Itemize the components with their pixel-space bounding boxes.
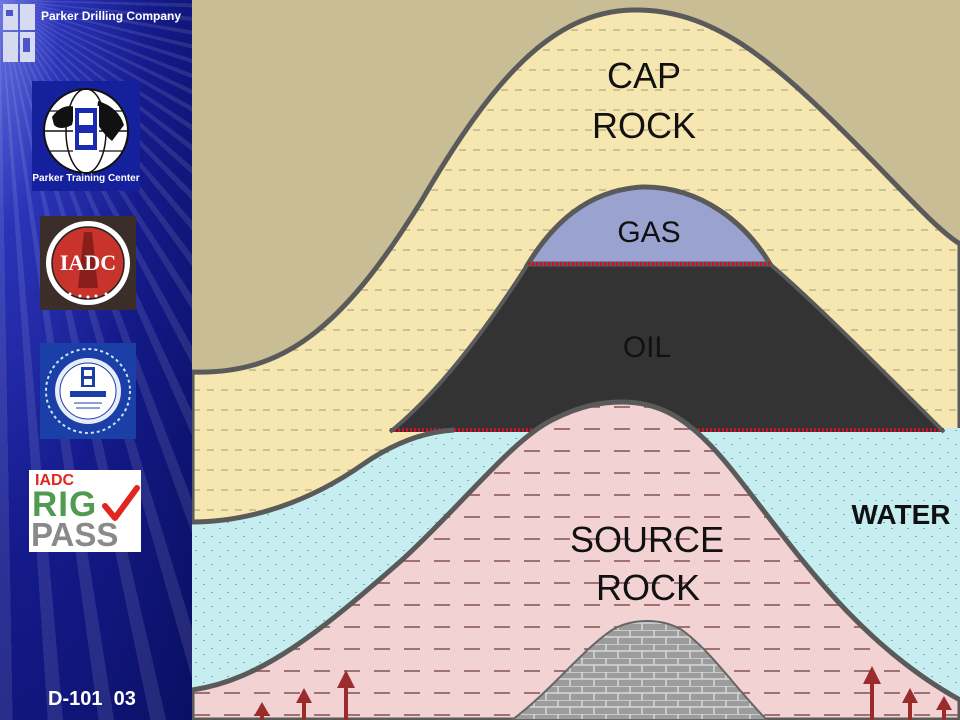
quality-assured-badge — [40, 343, 136, 439]
quality-seal-icon — [45, 348, 131, 434]
reservoir-diagram: CAP ROCK GAS OIL WATER SOURCE ROCK — [192, 0, 960, 720]
svg-text:IADC: IADC — [60, 250, 116, 275]
migration-arrow — [337, 670, 355, 720]
parker-training-center-badge: Parker Training Center — [32, 81, 140, 191]
company-name: Parker Drilling Company — [41, 9, 182, 23]
migration-arrow — [254, 702, 270, 720]
oil-boundary-right — [768, 262, 946, 434]
migration-arrow — [936, 696, 952, 720]
sidebar: Parker Drilling Company Parker Training … — [0, 0, 192, 720]
rigpass-iadc-text: IADC — [35, 472, 75, 489]
training-center-text: Parker Training Center — [32, 173, 139, 184]
iadc-badge: IADC — [40, 216, 136, 310]
slide-code: D-101 03 — [48, 688, 136, 710]
rigpass-pass-text: PASS — [31, 516, 119, 552]
source-rock-label-line2: ROCK — [596, 567, 700, 608]
gas-cap — [523, 184, 775, 267]
cap-rock-label-line1: CAP — [607, 55, 681, 96]
iadc-seal-icon: IADC — [46, 221, 130, 305]
migration-arrows — [254, 666, 952, 720]
rigpass-rig-text: RIG — [32, 485, 98, 524]
water-label: WATER — [851, 499, 950, 530]
parker-logo-icon — [3, 4, 35, 62]
migration-arrow — [296, 688, 312, 720]
migration-arrow — [863, 666, 881, 720]
checkmark-icon — [102, 485, 140, 521]
iadc-rigpass-badge: IADC RIG PASS — [29, 470, 141, 552]
oil-layer — [390, 264, 944, 432]
oil-label: OIL — [623, 331, 671, 364]
source-rock-label-line1: SOURCE — [570, 519, 724, 560]
globe-icon — [43, 88, 129, 174]
source-rock-layer — [192, 399, 960, 720]
basement-rock — [510, 620, 769, 720]
oil-boundary — [388, 262, 530, 434]
cap-rock-label-line2: ROCK — [592, 105, 696, 146]
gas-label: GAS — [617, 216, 680, 249]
migration-arrow — [902, 688, 918, 720]
reservoir-base — [192, 427, 455, 525]
